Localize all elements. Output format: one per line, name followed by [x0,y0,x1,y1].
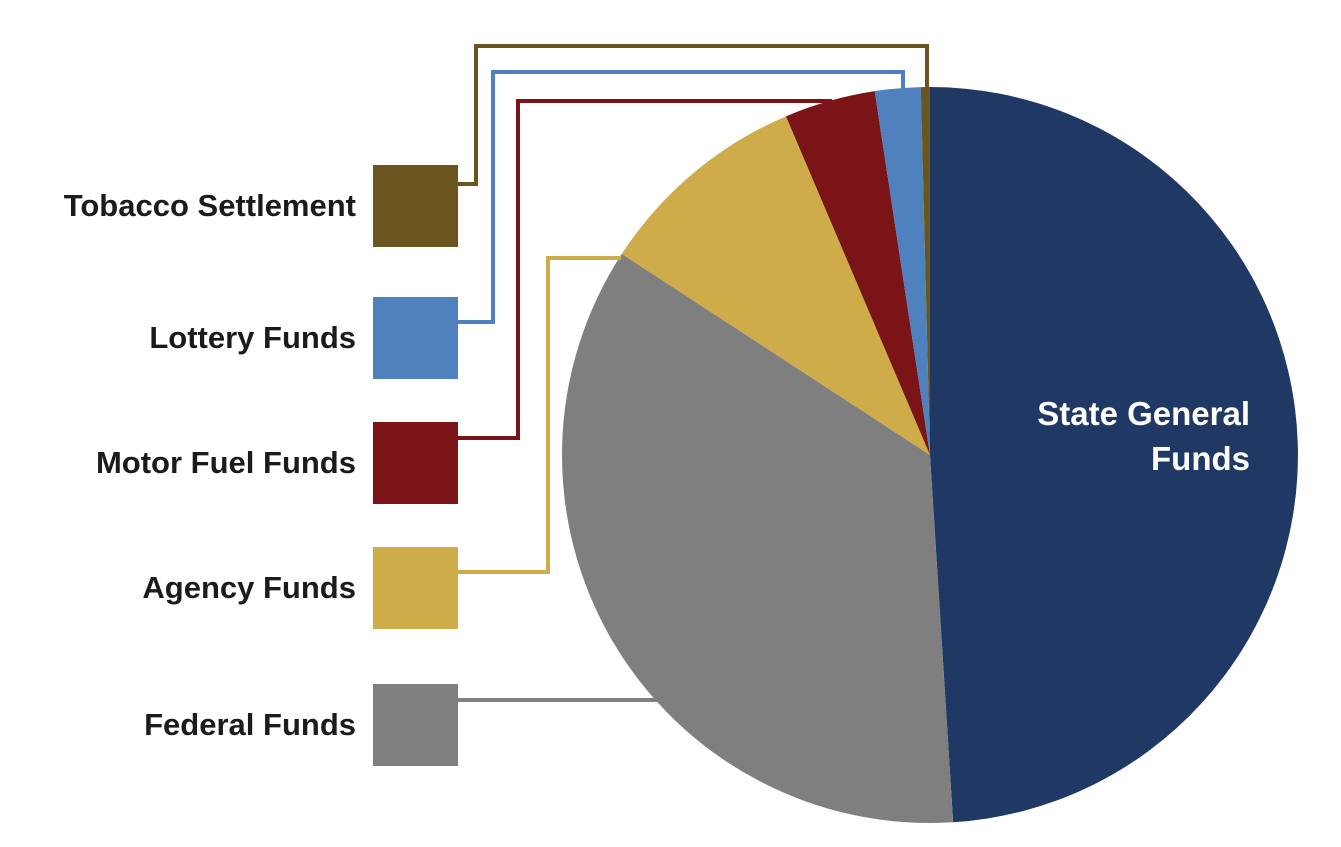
pie-slice-state-general-funds [930,87,1298,823]
legend-item-agency-funds: Agency Funds [0,547,458,629]
slice-label-line-2: Funds [1151,439,1250,477]
legend-label-tobacco-settlement: Tobacco Settlement [63,188,356,223]
legend-swatch-federal-funds [373,684,458,766]
pie-slice-agency-funds [621,116,930,455]
legend-swatch-agency-funds [373,547,458,629]
legend-label-lottery-funds: Lottery Funds [149,320,356,355]
pie-slice-motor-fuel-funds [785,91,930,456]
legend-swatch-lottery-funds [373,297,458,379]
legend-label-agency-funds: Agency Funds [142,570,356,605]
pie-slice-federal-funds [562,253,954,823]
pie-slices [562,87,1298,823]
legend-swatch-tobacco-settlement [373,165,458,247]
slice-label-line-1: State General [1037,395,1250,432]
pie-slice-tobacco-settlement [920,87,930,455]
legend-item-federal-funds: Federal Funds [0,684,458,766]
connector-line-agency-funds [456,256,621,574]
connector-line-tobacco-settlement [458,44,929,186]
legend-label-motor-fuel-funds: Motor Fuel Funds [95,445,356,480]
legend-label-federal-funds: Federal Funds [144,707,356,742]
legend-connector-lines [456,44,929,702]
pie-slice-lottery-funds [874,87,930,456]
legend-item-motor-fuel-funds: Motor Fuel Funds [0,422,458,504]
legend-swatch-motor-fuel-funds [373,422,458,504]
legend-item-tobacco-settlement: Tobacco Settlement [0,165,458,247]
slice-label-state-general-funds: State General Funds [1037,392,1250,482]
connector-line-motor-fuel-funds [458,99,832,440]
connector-line-lottery-funds [458,70,905,324]
legend-item-lottery-funds: Lottery Funds [0,297,458,379]
